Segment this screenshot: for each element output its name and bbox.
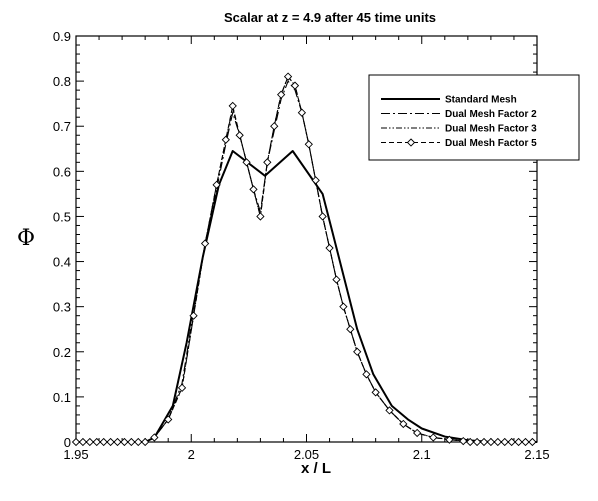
data-point-marker bbox=[235, 131, 244, 140]
data-point-marker bbox=[429, 433, 438, 442]
data-point-marker bbox=[242, 158, 251, 167]
series-layer bbox=[71, 72, 537, 447]
legend-label-2: Dual Mesh Factor 2 bbox=[445, 109, 537, 120]
data-point-marker bbox=[304, 140, 313, 149]
data-point-marker bbox=[92, 437, 101, 447]
data-point-marker bbox=[385, 406, 394, 415]
data-point-marker bbox=[256, 212, 265, 221]
data-point-marker bbox=[113, 437, 122, 447]
data-point-marker bbox=[283, 72, 293, 81]
data-point-marker bbox=[459, 436, 468, 446]
y-tick-label: 0.3 bbox=[53, 300, 71, 315]
y-tick-label: 0.5 bbox=[53, 209, 71, 224]
legend-box bbox=[368, 74, 580, 161]
data-point-marker bbox=[346, 325, 355, 334]
data-point-marker bbox=[212, 180, 221, 190]
data-point-marker bbox=[78, 437, 88, 447]
data-point-marker bbox=[277, 90, 286, 99]
y-tick-label: 0.1 bbox=[53, 390, 71, 405]
data-point-marker bbox=[106, 437, 115, 447]
data-point-marker bbox=[486, 437, 496, 447]
data-point-marker bbox=[514, 437, 523, 447]
y-tick-label: 0.6 bbox=[53, 164, 71, 179]
data-point-marker bbox=[466, 437, 475, 447]
data-point-marker bbox=[85, 437, 94, 447]
y-tick-label: 0.8 bbox=[53, 74, 71, 89]
data-point-marker bbox=[249, 185, 258, 194]
data-point-marker bbox=[353, 347, 362, 356]
series-line-2 bbox=[76, 80, 537, 443]
data-point-marker bbox=[120, 437, 129, 447]
legend-marker bbox=[406, 138, 416, 147]
y-tick-label: 0.9 bbox=[53, 29, 71, 44]
data-point-marker bbox=[221, 135, 230, 144]
y-tick-label: 0 bbox=[64, 435, 71, 450]
data-point-marker bbox=[99, 437, 108, 447]
data-point-marker bbox=[445, 435, 454, 444]
data-point-marker bbox=[200, 239, 210, 248]
data-point-marker bbox=[399, 419, 408, 429]
data-point-marker bbox=[500, 437, 509, 447]
y-axis-label: Φ bbox=[17, 226, 35, 251]
data-point-marker bbox=[311, 176, 320, 185]
series-line-1 bbox=[76, 150, 537, 443]
legend-label-4: Dual Mesh Factor 5 bbox=[445, 138, 537, 149]
data-point-marker bbox=[150, 433, 159, 442]
data-point-marker bbox=[362, 370, 371, 379]
data-point-marker bbox=[127, 437, 136, 447]
x-tick-label: 2.1 bbox=[413, 447, 431, 462]
data-point-marker bbox=[134, 437, 143, 447]
data-point-marker bbox=[318, 212, 327, 221]
data-point-marker bbox=[290, 81, 300, 90]
data-point-marker bbox=[177, 383, 187, 393]
legend: Standard Mesh Dual Mesh Factor 2 Dual Mesh… bbox=[368, 74, 580, 161]
data-point-marker bbox=[189, 311, 198, 320]
data-point-marker bbox=[479, 437, 489, 447]
data-point-marker bbox=[164, 415, 173, 424]
data-point-marker bbox=[141, 437, 150, 447]
legend-label-1: Standard Mesh bbox=[445, 95, 517, 106]
data-point-marker bbox=[493, 437, 502, 447]
data-point-marker bbox=[472, 437, 482, 447]
data-point-marker bbox=[371, 388, 380, 397]
y-tick-label: 0.2 bbox=[53, 345, 71, 360]
x-tick-label: 1.95 bbox=[63, 447, 88, 462]
data-point-marker bbox=[339, 302, 348, 311]
legend-label-3: Dual Mesh Factor 3 bbox=[445, 124, 537, 135]
x-tick-label: 2 bbox=[188, 447, 195, 462]
data-point-marker bbox=[297, 108, 307, 117]
data-point-marker bbox=[521, 437, 530, 447]
data-point-marker bbox=[332, 275, 341, 284]
y-tick-label: 0.7 bbox=[53, 119, 71, 134]
x-axis-label: x / L bbox=[301, 460, 331, 477]
x-tick-label: 2.15 bbox=[524, 447, 549, 462]
x-tick-label: 2.05 bbox=[294, 447, 319, 462]
chart-title: Scalar at z = 4.9 after 45 time units bbox=[224, 10, 436, 25]
data-point-marker bbox=[507, 437, 516, 447]
data-point-marker bbox=[413, 428, 422, 438]
data-point-marker bbox=[528, 437, 537, 447]
data-point-marker bbox=[71, 437, 81, 447]
data-point-marker bbox=[325, 243, 334, 253]
y-tick-label: 0.4 bbox=[53, 255, 71, 270]
data-point-marker bbox=[270, 122, 279, 131]
data-point-marker bbox=[228, 101, 237, 111]
data-point-marker bbox=[263, 158, 272, 167]
